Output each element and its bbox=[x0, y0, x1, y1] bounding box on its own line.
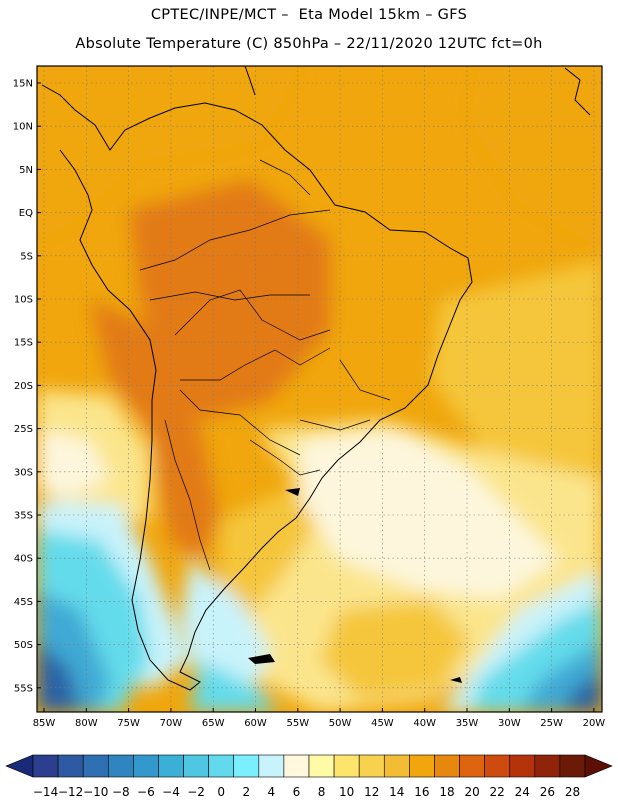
colorbar-tick-label: 24 bbox=[515, 785, 530, 799]
colorbar-cell bbox=[107, 754, 134, 778]
lon-label: 50W bbox=[329, 718, 352, 729]
colorbar-cell bbox=[509, 754, 536, 778]
colorbar-cell bbox=[57, 754, 84, 778]
colorbar-tick-label: −2 bbox=[187, 785, 205, 799]
colorbar-cell bbox=[308, 754, 335, 778]
colorbar-tick-label: 0 bbox=[217, 785, 225, 799]
lon-label: 25W bbox=[540, 718, 563, 729]
lon-label: 35W bbox=[456, 718, 479, 729]
lat-label: 50S bbox=[14, 640, 33, 651]
colorbar-cell bbox=[233, 754, 260, 778]
latitude-labels: 15N 10N 5N EQ 5S 10S 15S 20S 25S 30S 35S 40S 45S 50S 5… bbox=[13, 79, 41, 694]
colorbar-cell bbox=[283, 754, 310, 778]
lat-label: 15N bbox=[13, 79, 33, 90]
colorbar-tick-label: 2 bbox=[242, 785, 250, 799]
map-frame bbox=[36, 65, 603, 713]
map-title: CPTEC/INPE/MCT – Eta Model 15km – GFS bbox=[150, 7, 468, 23]
colorbar-tick-label: 10 bbox=[339, 785, 354, 799]
colorbar-cell bbox=[459, 754, 485, 778]
colorbar-cell bbox=[183, 754, 209, 778]
colorbar-tick-label: −4 bbox=[162, 785, 180, 799]
lat-label: 10S bbox=[14, 295, 33, 306]
lon-label: 85W bbox=[33, 718, 56, 729]
colorbar-tick-label: 18 bbox=[439, 785, 454, 799]
colorbar-tick-label: −12 bbox=[58, 785, 83, 799]
lon-label: 20W bbox=[583, 718, 606, 729]
colorbar-cell bbox=[32, 754, 59, 778]
colorbar-cell bbox=[484, 754, 511, 778]
colorbar-cell bbox=[409, 754, 435, 778]
colorbar-tick-label: 22 bbox=[490, 785, 505, 799]
lat-label: EQ bbox=[19, 208, 33, 219]
lon-label: 70W bbox=[160, 718, 183, 729]
colorbar-tick-label: 8 bbox=[318, 785, 326, 799]
lon-label: 65W bbox=[202, 718, 225, 729]
colorbar-cell bbox=[333, 754, 360, 778]
lon-label: 40W bbox=[413, 718, 436, 729]
colorbar-tick-label: −10 bbox=[83, 785, 108, 799]
colorbar-cell bbox=[559, 754, 586, 778]
lat-label: 20S bbox=[14, 381, 33, 392]
lat-label: 5S bbox=[20, 251, 33, 262]
colorbar-tick-label: 20 bbox=[464, 785, 479, 799]
longitude-labels: 85W 80W 75W 70W 65W 60W 55W 50W 45W 40W 35W 30W 25W 2… bbox=[33, 708, 606, 729]
colorbar-cell bbox=[208, 754, 235, 778]
colorbar-over-arrow bbox=[584, 754, 613, 778]
lat-label: 5N bbox=[19, 165, 33, 176]
colorbar-tick-label: 12 bbox=[364, 785, 379, 799]
colorbar-cell bbox=[133, 754, 159, 778]
colorbar-tick-label: 4 bbox=[268, 785, 276, 799]
colorbar-cell bbox=[434, 754, 460, 778]
colorbar-tick-label: 26 bbox=[540, 785, 555, 799]
lat-label: 10N bbox=[13, 122, 33, 133]
lat-label: 45S bbox=[14, 597, 33, 608]
lat-label: 40S bbox=[14, 554, 33, 565]
colorbar-cell bbox=[534, 754, 561, 778]
lat-label: 15S bbox=[14, 338, 33, 349]
colorbar-cell bbox=[158, 754, 184, 778]
colorbar-cell bbox=[82, 754, 109, 778]
lat-label: 25S bbox=[14, 424, 33, 435]
lon-label: 55W bbox=[286, 718, 309, 729]
country-borders bbox=[139, 159, 391, 571]
map-subtitle: Absolute Temperature (C) 850hPa – 22/11/… bbox=[75, 36, 543, 52]
lat-label: 35S bbox=[14, 511, 33, 522]
colorbar-cell bbox=[383, 754, 410, 778]
lon-label: 60W bbox=[244, 718, 267, 729]
temperature-field bbox=[37, 66, 602, 712]
colorbar-under-arrow bbox=[5, 754, 34, 778]
lon-label: 80W bbox=[75, 718, 98, 729]
colorbar-tick-label: 14 bbox=[389, 785, 404, 799]
lon-label: 30W bbox=[498, 718, 521, 729]
colorbar-tick-label: 6 bbox=[293, 785, 301, 799]
colorbar-tick-label: −6 bbox=[137, 785, 155, 799]
colorbar-tick-label: −14 bbox=[33, 785, 58, 799]
lat-label: 30S bbox=[14, 467, 33, 478]
lon-label: 45W bbox=[371, 718, 394, 729]
coastline bbox=[41, 66, 591, 691]
lon-label: 75W bbox=[117, 718, 140, 729]
lat-label: 55S bbox=[14, 683, 33, 694]
colorbar-tick-label: 28 bbox=[565, 785, 580, 799]
islands bbox=[248, 488, 462, 683]
colorbar-cell bbox=[358, 754, 385, 778]
colorbar-tick-label: −8 bbox=[112, 785, 130, 799]
colorbar-cell bbox=[258, 754, 285, 778]
colorbar-tick-label: 16 bbox=[414, 785, 429, 799]
